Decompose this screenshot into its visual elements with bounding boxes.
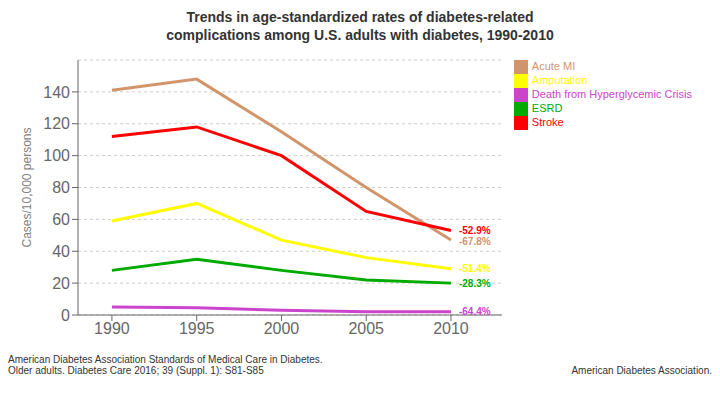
svg-text:80: 80 <box>52 179 70 196</box>
svg-text:2000: 2000 <box>264 320 300 337</box>
svg-text:20: 20 <box>52 275 70 292</box>
svg-text:2005: 2005 <box>348 320 384 337</box>
html-text:Acute MI: Acute MI <box>531 60 576 72</box>
svg-text:-51.4%: -51.4% <box>459 263 491 274</box>
svg-text:Cases/10,000 persons: Cases/10,000 persons <box>20 127 34 247</box>
html-text:ESRD: ESRD <box>531 102 563 115</box>
html-text:Stroke: Stroke <box>531 116 564 129</box>
html-text:Trends in age-standardized rat: Trends in age-standardized rates of diab… <box>166 9 554 43</box>
svg-text:-52.9%: -52.9% <box>459 225 491 236</box>
svg-text:-28.3%: -28.3% <box>459 278 491 289</box>
svg-text:-64.4%: -64.4% <box>459 306 491 317</box>
svg-text:1990: 1990 <box>94 320 130 337</box>
svg-text:120: 120 <box>43 115 70 132</box>
svg-text:1995: 1995 <box>179 320 215 337</box>
html-text:Older adults. Diabetes Care 20: Older adults. Diabetes Care 2016; 39 (Su… <box>8 365 264 376</box>
svg-text:100: 100 <box>43 147 70 164</box>
html-text:American Diabetes Association: American Diabetes Association Standards … <box>8 354 323 365</box>
html-text:American Diabetes Association.: American Diabetes Association. <box>571 365 712 376</box>
html-text:Amputation: Amputation <box>531 74 588 87</box>
html-text:Death from Hyperglycemic Crisi: Death from Hyperglycemic Crisis <box>531 88 692 101</box>
svg-text:40: 40 <box>52 243 70 260</box>
svg-text:60: 60 <box>52 211 70 228</box>
svg-text:-67.8%: -67.8% <box>459 236 491 247</box>
svg-text:0: 0 <box>61 307 70 324</box>
svg-text:140: 140 <box>43 84 70 101</box>
svg-text:2010: 2010 <box>433 320 469 337</box>
